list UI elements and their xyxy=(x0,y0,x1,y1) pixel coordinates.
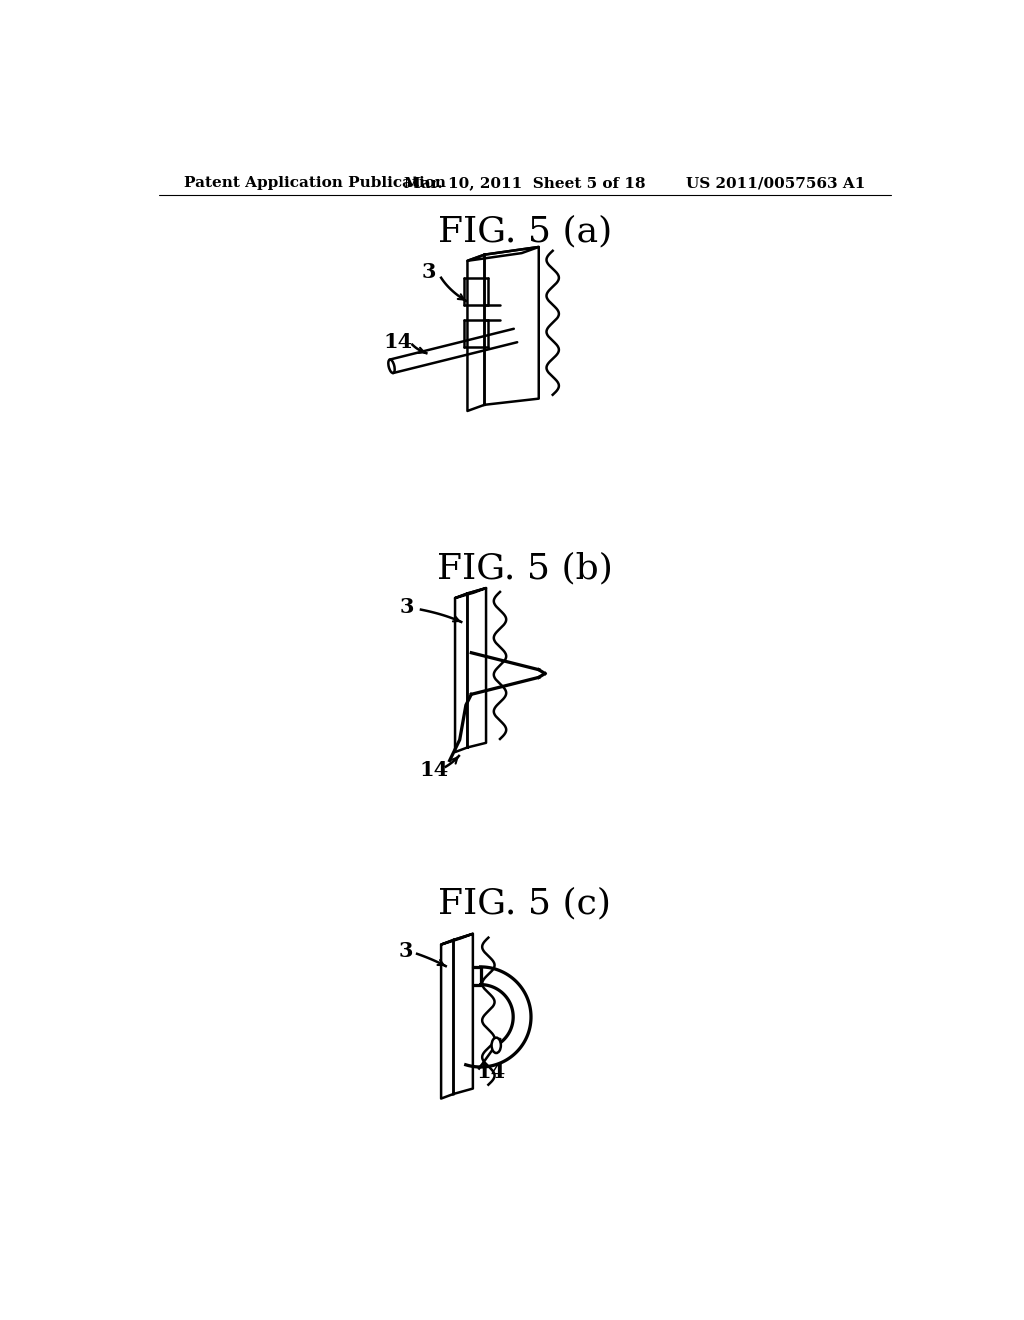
Text: Patent Application Publication: Patent Application Publication xyxy=(183,176,445,190)
Text: 14: 14 xyxy=(420,760,449,780)
Text: 3: 3 xyxy=(399,598,415,618)
Text: FIG. 5 (c): FIG. 5 (c) xyxy=(438,887,611,921)
Text: 3: 3 xyxy=(422,263,436,282)
Text: FIG. 5 (b): FIG. 5 (b) xyxy=(437,550,612,585)
Text: 14: 14 xyxy=(476,1063,505,1082)
Text: 14: 14 xyxy=(383,331,413,351)
Ellipse shape xyxy=(388,359,394,374)
Ellipse shape xyxy=(492,1038,501,1053)
Text: 3: 3 xyxy=(398,941,413,961)
Text: Mar. 10, 2011  Sheet 5 of 18: Mar. 10, 2011 Sheet 5 of 18 xyxy=(404,176,645,190)
Text: FIG. 5 (a): FIG. 5 (a) xyxy=(437,215,612,248)
Text: US 2011/0057563 A1: US 2011/0057563 A1 xyxy=(686,176,866,190)
